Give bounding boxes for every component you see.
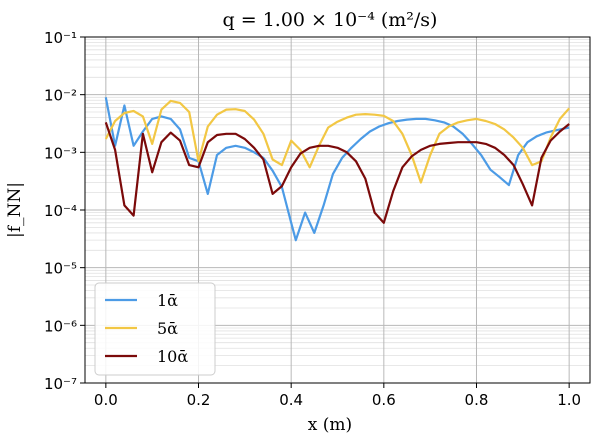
legend: 1ᾱ 5ᾱ 10ᾱ xyxy=(94,282,216,376)
y-tick-label: 10⁻¹ xyxy=(44,29,77,47)
series-line xyxy=(104,97,570,242)
x-axis-label: x (m) xyxy=(308,415,352,435)
y-axis-label: |f_NN| xyxy=(5,182,25,238)
x-tick-label: 1.0 xyxy=(557,391,581,409)
x-tick-label: 0.8 xyxy=(465,391,489,409)
x-tick-label: 0.6 xyxy=(372,391,396,409)
legend-label: 5ᾱ xyxy=(157,319,178,338)
y-tick-label: 10⁻⁶ xyxy=(44,317,77,335)
series-lines xyxy=(104,97,571,242)
y-tick-label: 10⁻⁵ xyxy=(44,260,77,278)
y-tick-label: 10⁻² xyxy=(44,87,77,105)
series-line xyxy=(104,99,571,184)
chart-title: q = 1.00 × 10⁻⁴ (m²/s) xyxy=(223,9,438,31)
legend-box xyxy=(94,282,216,376)
y-tick-label: 10⁻³ xyxy=(44,144,77,162)
legend-label: 1ᾱ xyxy=(157,291,178,310)
x-tick-label: 0.2 xyxy=(187,391,211,409)
y-tick-label: 10⁻⁷ xyxy=(44,375,77,393)
x-tick-label: 0.0 xyxy=(94,391,118,409)
x-tick-label: 0.4 xyxy=(279,391,303,409)
axis-ticks: 0.0 0.2 0.4 0.6 0.8 1.0 10⁻⁷ 10⁻⁶ 10⁻⁵ 10⁻⁴ 10⁻³ 10… xyxy=(44,29,581,409)
legend-label: 10ᾱ xyxy=(157,347,188,366)
y-tick-label: 10⁻⁴ xyxy=(44,202,77,220)
series-line xyxy=(104,122,570,224)
